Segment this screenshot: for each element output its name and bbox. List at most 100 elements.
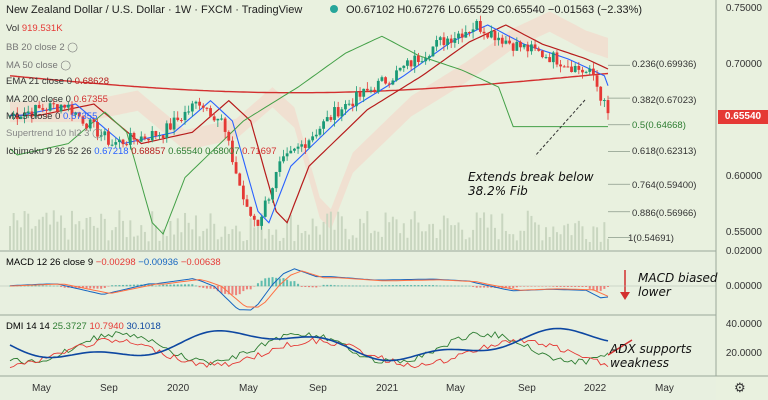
candle-body <box>540 50 544 58</box>
volume-bar <box>406 237 409 250</box>
volume-bar <box>256 224 259 250</box>
candle-body <box>391 80 395 85</box>
candle-body <box>303 144 307 148</box>
volume-bar <box>552 226 555 250</box>
volume-bar <box>318 234 321 250</box>
macd-hist-bar <box>165 284 168 287</box>
supertrend-legend[interactable]: Supertrend 10 hl2 3 ◯ <box>6 128 103 139</box>
candle-body <box>544 57 548 59</box>
volume-bar <box>523 230 526 250</box>
change-value: −0.01563 (−2.33%) <box>547 4 643 16</box>
candle-body <box>355 91 358 107</box>
volume-bar <box>140 225 143 250</box>
volume-bar <box>515 240 518 250</box>
volume-bar <box>417 222 420 250</box>
candle-body <box>347 103 351 105</box>
volume-bar <box>559 234 562 250</box>
volume-bar <box>563 225 566 250</box>
macd-hist-bar <box>351 285 354 287</box>
ema21-legend[interactable]: EMA 21 close 0 0.68628 <box>6 76 109 87</box>
volume-bar <box>530 215 533 250</box>
candle-body <box>555 52 559 65</box>
volume-bar <box>446 218 449 250</box>
volume-bar <box>49 224 52 250</box>
macd-legend[interactable]: MACD 12 26 close 9 −0.00298 −0.00936 −0.… <box>6 257 221 268</box>
eye-hidden-icon[interactable]: ◯ <box>92 128 103 139</box>
macd-hist-bar <box>30 285 33 287</box>
fib-level-label: 0.886(0.56966) <box>632 208 697 219</box>
macd-hist-bar <box>523 286 526 287</box>
macd-hist-bar <box>89 286 92 289</box>
volume-bar <box>315 226 318 250</box>
candle-body <box>23 113 26 117</box>
candle-body <box>493 30 497 41</box>
candle-body <box>85 123 88 129</box>
volume-bar <box>351 235 354 250</box>
volume-bar <box>16 220 19 250</box>
volume-bar <box>599 241 602 250</box>
macd-hist-bar <box>406 285 409 287</box>
ichimoku-legend[interactable]: Ichimoku 9 26 52 26 0.67218 0.68857 0.65… <box>6 146 276 157</box>
dmi-axis-tick: 20.0000 <box>725 348 762 359</box>
candle-body <box>592 68 595 76</box>
volume-bar <box>534 222 537 250</box>
macd-hist-bar <box>552 286 555 287</box>
volume-bar <box>122 220 125 250</box>
ichimoku-span-b: 0.71697 <box>242 146 277 157</box>
macd-hist-bar <box>242 286 245 292</box>
candle-body <box>256 219 260 226</box>
volume-bar <box>461 229 464 250</box>
volume-bar <box>267 229 270 250</box>
candle-body <box>267 199 271 201</box>
candle-body <box>201 105 205 108</box>
fib-level-label: 0.382(0.67023) <box>632 95 697 106</box>
annotation-line: ADX supports <box>610 342 692 356</box>
macd-hist-bar <box>439 285 442 287</box>
time-axis-tick: May <box>239 383 258 394</box>
candle-body <box>566 66 570 68</box>
candle-body <box>599 86 603 101</box>
volume-bar <box>468 237 471 250</box>
macd-hist-bar <box>413 285 416 287</box>
time-axis-tick: 2022 <box>584 383 607 394</box>
candle-body <box>373 89 377 93</box>
ma5-legend[interactable]: MA 5 close 0 0.67355 <box>6 111 97 122</box>
candle-body <box>8 115 12 117</box>
volume-bar <box>308 234 310 250</box>
macd-hist-bar <box>271 277 274 287</box>
candle-body <box>260 216 263 226</box>
candle-body <box>263 200 267 217</box>
ma200-legend[interactable]: MA 200 close 0 0.67355 <box>6 94 108 105</box>
volume-bar <box>216 239 219 250</box>
candle-body <box>402 65 406 68</box>
macd-hist-bar <box>380 285 383 287</box>
volume-bar <box>34 226 37 250</box>
candle-body <box>398 67 402 71</box>
volume-bar <box>136 235 139 250</box>
macd-hist-bar <box>264 278 267 287</box>
macd-hist-bar <box>202 286 205 288</box>
macd-hist-bar <box>260 280 263 287</box>
volume-bar <box>435 238 438 250</box>
eye-hidden-icon[interactable]: ◯ <box>67 42 78 53</box>
volume-bar <box>103 218 106 250</box>
volume-bar <box>369 233 372 250</box>
symbol-title[interactable]: New Zealand Dollar / U.S. Dollar · 1W · … <box>6 4 303 16</box>
dmi-legend[interactable]: DMI 14 14 25.3727 10.7940 30.1018 <box>6 321 161 332</box>
price-axis-tick: 0.70000 <box>725 59 762 70</box>
volume-legend[interactable]: Vol 919.531K <box>6 23 63 34</box>
bb-legend[interactable]: BB 20 close 2 ◯ <box>6 42 78 53</box>
ma50-legend[interactable]: MA 50 close ◯ <box>6 60 71 71</box>
eye-hidden-icon[interactable]: ◯ <box>60 60 72 71</box>
high-value: 0.67276 <box>405 4 446 16</box>
volume-bar <box>173 234 176 250</box>
volume-bar <box>242 241 245 250</box>
market-status-icon[interactable] <box>330 4 338 16</box>
settings-gear-icon[interactable]: ⚙ <box>734 380 746 395</box>
macd-hist-bar <box>512 286 515 289</box>
volume-bar <box>205 228 208 250</box>
ma200-value: 0.67355 <box>73 94 108 105</box>
volume-bar <box>384 212 387 250</box>
volume-bar <box>428 224 431 250</box>
